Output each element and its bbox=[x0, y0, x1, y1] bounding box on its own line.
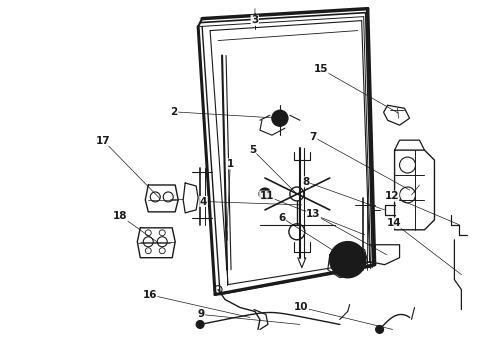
Circle shape bbox=[196, 320, 204, 328]
Circle shape bbox=[272, 110, 288, 126]
Text: 18: 18 bbox=[113, 211, 128, 221]
Text: 7: 7 bbox=[310, 132, 317, 142]
Text: 6: 6 bbox=[278, 213, 285, 222]
Text: 11: 11 bbox=[260, 191, 274, 201]
Text: 3: 3 bbox=[251, 15, 258, 26]
Text: 1: 1 bbox=[227, 159, 234, 169]
Text: 16: 16 bbox=[143, 290, 157, 300]
Circle shape bbox=[259, 188, 271, 200]
Text: 8: 8 bbox=[302, 177, 310, 187]
Text: 13: 13 bbox=[306, 209, 320, 219]
Text: 17: 17 bbox=[96, 136, 111, 145]
Text: 4: 4 bbox=[200, 197, 207, 207]
Circle shape bbox=[330, 242, 366, 278]
Text: 14: 14 bbox=[387, 218, 401, 228]
Text: 12: 12 bbox=[384, 191, 399, 201]
Text: 5: 5 bbox=[249, 144, 256, 154]
Text: 10: 10 bbox=[294, 302, 308, 312]
Text: 15: 15 bbox=[314, 64, 328, 74]
Text: 9: 9 bbox=[197, 310, 205, 319]
Circle shape bbox=[376, 325, 384, 333]
Text: 2: 2 bbox=[171, 107, 178, 117]
